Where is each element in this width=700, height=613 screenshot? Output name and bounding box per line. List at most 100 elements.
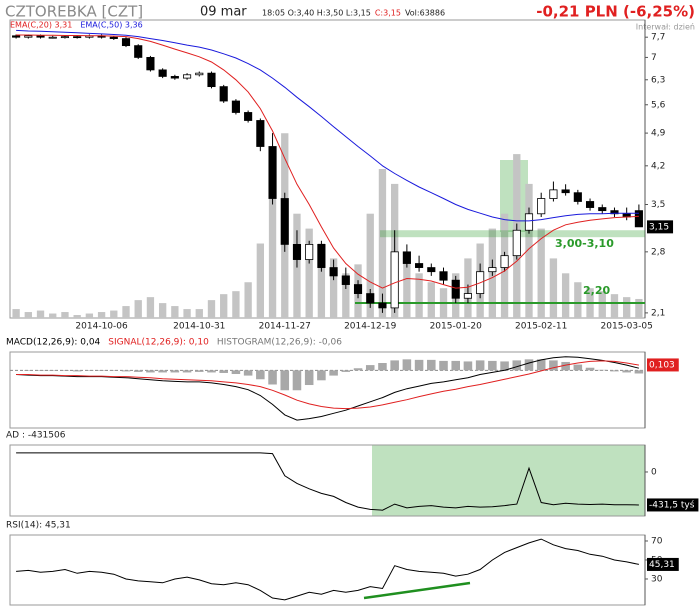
candle-body — [292, 243, 302, 260]
histogram-bar — [158, 370, 167, 373]
value-box-label: -431,5 tyś — [649, 499, 695, 510]
volume-bar — [220, 294, 228, 318]
candle-body — [390, 251, 399, 309]
histogram-bar — [292, 370, 302, 391]
histogram-bar — [341, 370, 351, 372]
volume-bar — [610, 294, 619, 318]
histogram-bar — [48, 370, 58, 371]
histogram-bar — [427, 359, 436, 371]
candle-body — [256, 120, 265, 147]
candle-body — [24, 35, 33, 38]
histogram-bar — [146, 370, 155, 373]
candle-body — [36, 35, 45, 38]
x-tick-label: 2014-11-27 — [259, 322, 311, 332]
candle-body — [134, 45, 143, 58]
indicator-line — [16, 538, 640, 601]
symbol: CZTOREBKA [CZT] — [5, 3, 143, 21]
histogram-bar — [72, 370, 82, 372]
candle-body — [244, 112, 253, 121]
x-tick-label: 2014-12-19 — [344, 322, 397, 332]
histogram-bar — [182, 370, 192, 373]
candle-body — [183, 74, 192, 79]
candle-body — [109, 36, 118, 39]
indicator-line — [16, 360, 639, 410]
candle-body — [219, 86, 228, 102]
histogram-bar — [24, 370, 33, 371]
value-box — [647, 557, 679, 571]
candle-body — [585, 201, 595, 208]
value-box — [647, 358, 679, 372]
volume-bar — [24, 312, 32, 318]
candle-body — [524, 213, 534, 231]
histogram-bar — [317, 370, 326, 381]
candle-body — [439, 271, 448, 281]
candle-body — [12, 35, 21, 38]
x-tick-label: 2015-02-11 — [515, 322, 567, 332]
histogram-bar — [85, 370, 94, 371]
histogram-bar — [610, 370, 619, 372]
level-label: 2,20 — [583, 284, 610, 297]
candle-body — [537, 198, 546, 215]
indicator-line — [16, 356, 640, 421]
volume-bar — [158, 303, 167, 318]
quote: 18:05 O:3,40 H:3,50 L:3,15 — [262, 9, 371, 18]
candle-body — [158, 69, 167, 77]
volume-bar — [36, 310, 45, 318]
volume-bar — [256, 243, 264, 318]
candle-body — [463, 293, 472, 299]
y-tick-label: 4,9 — [651, 129, 666, 139]
histogram-bar — [488, 360, 497, 371]
candle-body — [512, 229, 521, 257]
volume-bar — [378, 169, 387, 318]
histogram-bar — [329, 370, 338, 376]
histogram-bar — [500, 361, 509, 371]
candle-body — [549, 189, 558, 199]
histogram-bar — [597, 369, 607, 371]
volume-bar — [110, 310, 118, 318]
histogram-bar — [549, 360, 558, 371]
volume-bar — [342, 273, 350, 318]
candle-body — [488, 267, 497, 273]
histogram-bar — [561, 361, 570, 371]
close: C:3,15 — [375, 9, 401, 18]
y-tick-label: 5,6 — [651, 100, 666, 110]
volume-bar — [146, 297, 155, 318]
volume-bar — [525, 183, 533, 318]
volume-bar — [73, 315, 81, 318]
histogram-bar — [414, 359, 424, 371]
volume: Vol:63886 — [405, 9, 445, 18]
y-tick-label: 70 — [651, 536, 663, 546]
volume-bar — [427, 282, 435, 318]
volume-bar — [549, 258, 558, 318]
histogram-bar — [573, 364, 583, 371]
histogram-bar — [378, 363, 387, 371]
candle-body — [329, 267, 338, 277]
volume-bar — [232, 291, 240, 318]
legend-entry: MACD(12,26,9): 0,04 — [6, 338, 101, 348]
volume-bar — [12, 309, 20, 318]
y-tick-label: 2,1 — [651, 308, 665, 318]
volume-bar — [317, 243, 326, 318]
volume-bar — [207, 300, 216, 318]
y-tick-label: 30 — [651, 574, 663, 584]
histogram-bar — [280, 370, 290, 391]
histogram-bar — [121, 370, 131, 372]
histogram-bar — [524, 359, 534, 371]
histogram-bar — [243, 370, 253, 376]
candle-body — [48, 36, 57, 39]
candle-body — [207, 72, 216, 88]
candle-body — [268, 146, 277, 199]
y-tick-label: 3,5 — [651, 200, 665, 210]
candle-body — [353, 284, 363, 294]
volume-bar — [561, 273, 570, 318]
volume-bar — [85, 313, 94, 318]
candle-body — [317, 243, 326, 268]
candle-body — [427, 267, 436, 273]
zone-label: 3,00-3,10 — [555, 237, 614, 250]
y-tick-label: 7,7 — [651, 33, 665, 43]
legend-entry: EMA(C,50) 3,36 — [80, 21, 142, 30]
x-tick-label: 2014-10-31 — [173, 322, 225, 332]
histogram-bar — [365, 365, 375, 371]
value-box-label: 45,31 — [649, 560, 675, 570]
legend-entry: EMA(C,20) 3,31 — [10, 21, 72, 30]
